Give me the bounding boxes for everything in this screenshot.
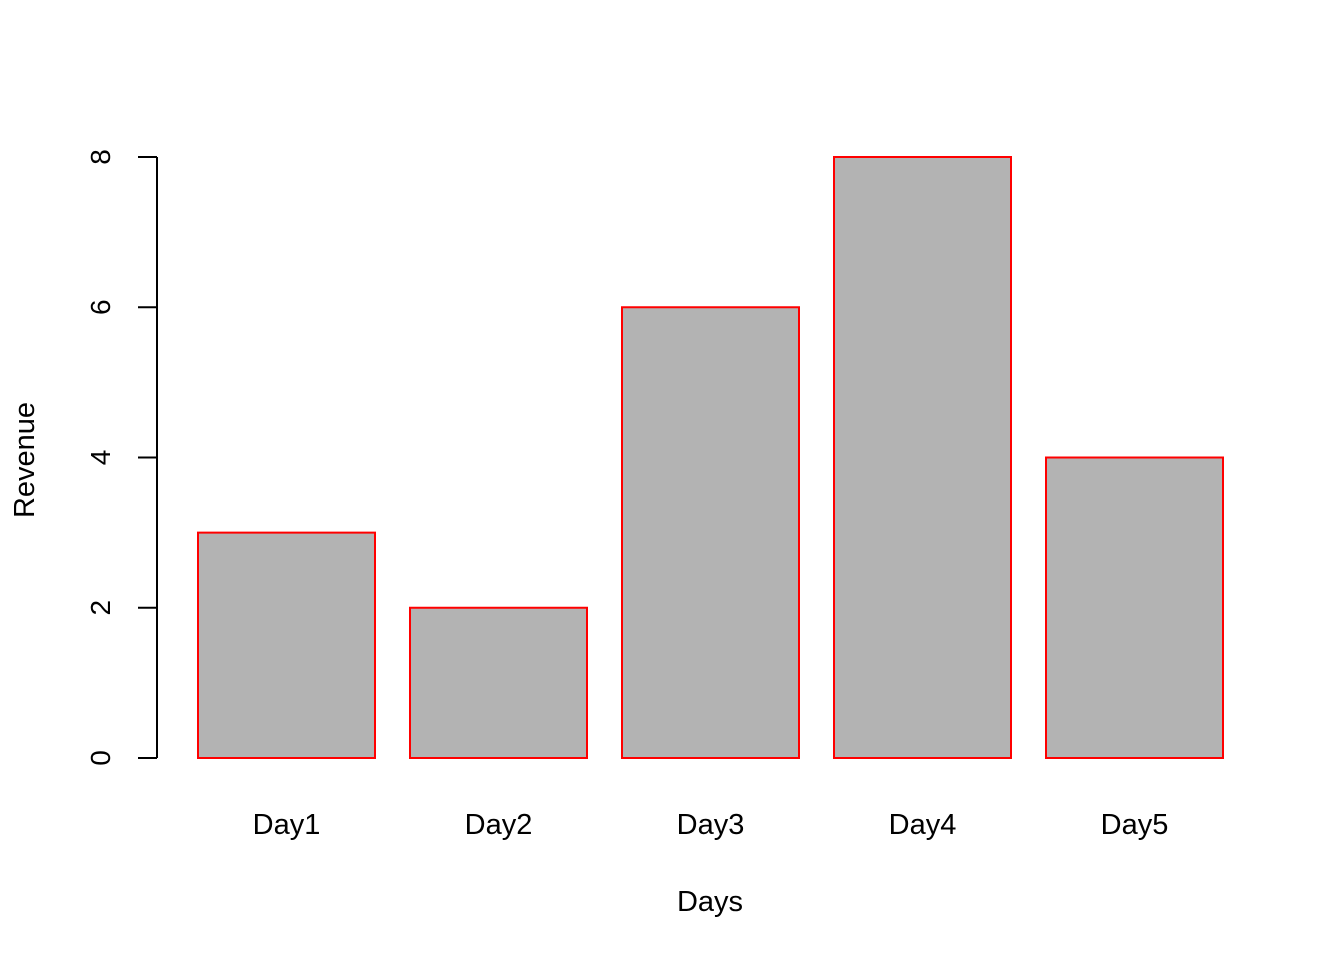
x-tick-label: Day1 [253, 809, 321, 841]
bars-layer [197, 156, 1224, 759]
y-tick-label: 6 [85, 299, 116, 315]
x-tick-label: Day4 [889, 809, 957, 841]
x-axis-title: Days [677, 886, 743, 918]
bar-day1 [197, 531, 376, 759]
x-tick-label: Day5 [1101, 809, 1169, 841]
y-tick-label: 2 [85, 600, 116, 616]
y-tick-label: 4 [85, 450, 116, 466]
y-axis: 0 2 4 6 8 [85, 149, 158, 766]
x-tick-label: Day2 [465, 809, 533, 841]
bar-day2 [409, 606, 588, 759]
y-tick-label: 8 [85, 149, 116, 165]
bar-day3 [621, 306, 800, 759]
x-tick-label: Day3 [677, 809, 745, 841]
y-tick-label: 0 [85, 750, 116, 766]
x-axis-labels: Day1 Day2 Day3 Day4 Day5 [253, 809, 1169, 841]
y-axis-title: Revenue [9, 402, 41, 518]
bar-day5 [1045, 456, 1224, 759]
bar-day4 [833, 156, 1012, 759]
